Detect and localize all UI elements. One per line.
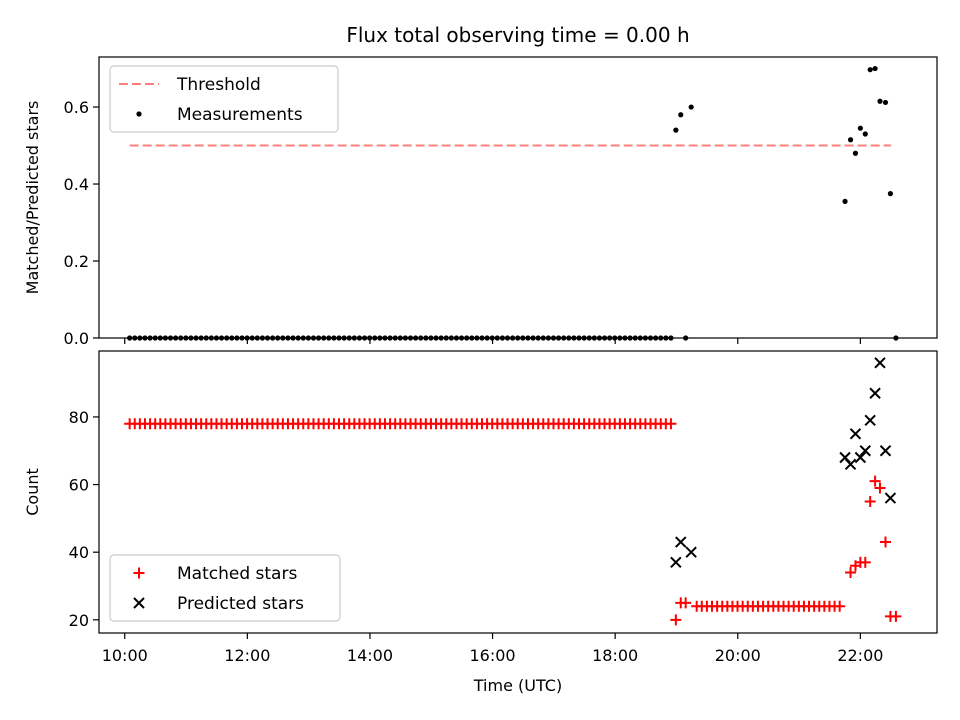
data-point: [673, 127, 679, 133]
top-panel: 0.0 0.2 0.4 0.6 Matched/Predicted stars Thres…: [23, 56, 938, 348]
legend-label: Predicted stars: [177, 594, 304, 614]
data-point: [862, 131, 868, 137]
data-point: [688, 104, 694, 110]
legend-marker: [133, 567, 145, 579]
data-point: [864, 495, 876, 507]
data-point: [864, 414, 876, 427]
legend-label: Measurements: [177, 105, 303, 125]
data-point: [849, 428, 862, 440]
legend-box: [109, 65, 339, 133]
data-point: [882, 99, 889, 106]
data-point: [859, 445, 871, 457]
legend: Matched stars Predicted stars: [109, 554, 341, 622]
data-point: [854, 451, 867, 464]
x-tick-label: 10:00: [102, 646, 148, 665]
data-point: [852, 150, 859, 156]
series-predicted: [670, 357, 897, 569]
data-point: [847, 137, 854, 143]
y-axis-title: Count: [23, 468, 42, 516]
chart-title: Flux total observing time = 0.00 h: [346, 23, 689, 47]
legend-box: [109, 554, 341, 622]
data-point: [880, 536, 892, 548]
axes-frame: [98, 56, 938, 339]
data-point: [665, 418, 677, 430]
data-point: [845, 566, 857, 578]
x-tick-label: 12:00: [224, 646, 270, 665]
legend: Threshold Measurements: [109, 65, 339, 133]
x-tick-label: 18:00: [592, 646, 638, 665]
y-tick-label: 60: [69, 476, 89, 495]
data-point: [670, 614, 682, 626]
data-point: [887, 191, 894, 197]
y-axis-title: Matched/Predicted stars: [23, 101, 42, 295]
data-point: [869, 475, 881, 487]
y-tick-label: 0.6: [64, 98, 89, 117]
data-point: [685, 546, 697, 558]
data-marks: [127, 65, 899, 341]
y-tick-label: 20: [69, 611, 89, 630]
series-measurements: [127, 65, 899, 341]
data-point: [879, 445, 892, 457]
legend-label: Matched stars: [177, 564, 297, 584]
data-point: [874, 357, 886, 369]
data-point: [867, 67, 873, 73]
data-point: [675, 536, 687, 548]
data-point: [680, 597, 692, 609]
x-tick-label: 20:00: [715, 646, 761, 665]
legend-marker: [136, 111, 142, 117]
x-axis-title: Time (UTC): [473, 676, 562, 695]
y-tick-label: 80: [69, 408, 89, 427]
data-point: [872, 65, 878, 72]
data-point: [884, 492, 897, 504]
data-point: [844, 458, 857, 470]
series-matched: [124, 418, 902, 626]
y-tick-label: 40: [69, 543, 89, 562]
x-tick-label: 16:00: [470, 646, 516, 665]
axes-frame: [98, 350, 938, 634]
y-tick-label: 0.2: [64, 252, 89, 271]
data-point: [890, 610, 902, 622]
y-tick-label: 0.4: [64, 175, 89, 194]
data-point: [678, 112, 684, 118]
y-tick-label: 0.0: [64, 329, 89, 348]
data-point: [834, 600, 846, 612]
data-point: [842, 198, 848, 204]
x-tick-label: 22:00: [837, 646, 883, 665]
legend-marker: [133, 597, 145, 609]
legend-label: Threshold: [176, 75, 261, 95]
data-point: [874, 482, 886, 494]
x-tick-label: 14:00: [347, 646, 393, 665]
data-point: [857, 125, 863, 131]
data-point: [670, 556, 682, 569]
data-marks: [124, 357, 902, 626]
data-point: [869, 387, 881, 399]
data-point: [877, 98, 883, 104]
bottom-panel: 20 40 60 80 10:00 12:00 14:00 16:00 18:00 20:00 22…: [23, 350, 938, 695]
data-point: [859, 556, 871, 568]
